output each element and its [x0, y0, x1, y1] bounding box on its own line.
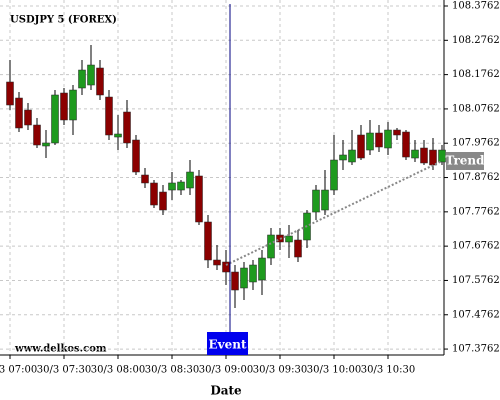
candle-body	[168, 182, 176, 191]
y-tick-label: 108.1762	[452, 69, 500, 80]
candle-body	[366, 132, 374, 151]
y-tick-label: 107.8762	[452, 172, 500, 183]
event-label-box	[207, 332, 248, 355]
candle-body	[78, 69, 86, 89]
candle-body	[132, 139, 140, 173]
y-tick-label: 108.2762	[452, 35, 500, 46]
candle-body	[69, 89, 77, 121]
candle-body	[429, 149, 437, 166]
y-tick-label: 107.7762	[452, 206, 500, 217]
candle-body	[24, 109, 32, 126]
y-tick-label: 108.0762	[452, 103, 500, 114]
x-tick-label: 30/3 09:30	[253, 365, 307, 376]
candle-body	[42, 142, 50, 147]
candle-body	[285, 235, 293, 243]
y-tick-label: 107.3762	[452, 344, 500, 355]
candle-body	[186, 171, 194, 189]
trend-label: Trend	[445, 153, 485, 167]
y-tick-label: 107.4762	[452, 309, 500, 320]
candle-body	[105, 96, 113, 136]
candle-body	[222, 261, 230, 273]
trend-label-box	[446, 151, 484, 170]
candle-body	[321, 189, 329, 211]
candle-body	[240, 267, 248, 289]
candle-body	[267, 234, 275, 259]
x-tick-label: 30/3 07:00	[0, 365, 37, 376]
candle-body	[339, 154, 347, 161]
candle-body	[249, 264, 257, 283]
candle-body	[438, 149, 446, 163]
candle-body	[231, 271, 239, 291]
candle-body	[402, 131, 410, 158]
candle-body	[33, 124, 41, 146]
candle-body	[96, 67, 104, 96]
candle-body	[123, 111, 131, 144]
candle-body	[258, 257, 266, 281]
event-label: Event	[208, 338, 246, 352]
x-tick-label: 30/3 09:00	[199, 365, 253, 376]
candle-body	[411, 149, 419, 159]
y-tick-label: 107.5762	[452, 275, 500, 286]
x-axis-label: Date	[210, 384, 242, 398]
candle-body	[87, 64, 95, 86]
candle-body	[213, 259, 221, 266]
x-tick-label: 30/3 08:30	[145, 365, 199, 376]
candle-body	[348, 149, 356, 163]
candle-body	[294, 239, 302, 258]
candle-body	[51, 94, 59, 144]
candle-body	[177, 181, 185, 191]
candle-body	[141, 174, 149, 184]
candle-body	[393, 129, 401, 136]
candle-body	[420, 147, 428, 164]
candle-body	[159, 191, 167, 211]
y-tick-label: 108.3762	[452, 1, 500, 12]
candle-body	[6, 81, 14, 106]
y-tick-label: 107.6762	[452, 241, 500, 252]
chart-title: USDJPY 5 (FOREX)	[10, 15, 117, 26]
x-tick-label: 30/3 10:00	[307, 365, 361, 376]
candle-body	[204, 221, 212, 261]
candle-body	[150, 182, 158, 206]
x-tick-label: 30/3 08:00	[91, 365, 145, 376]
candle-body	[330, 159, 338, 191]
candle-body	[357, 134, 365, 159]
candle-body	[375, 132, 383, 148]
x-tick-label: 30/3 07:30	[37, 365, 91, 376]
y-tick-label: 107.9762	[452, 138, 500, 149]
x-tick-label: 30/3 10:30	[361, 365, 415, 376]
candle-body	[312, 189, 320, 213]
candle-body	[60, 92, 68, 121]
candle-body	[195, 175, 203, 223]
candle-body	[384, 129, 392, 149]
candle-body	[114, 133, 122, 138]
candle-body	[15, 97, 23, 129]
